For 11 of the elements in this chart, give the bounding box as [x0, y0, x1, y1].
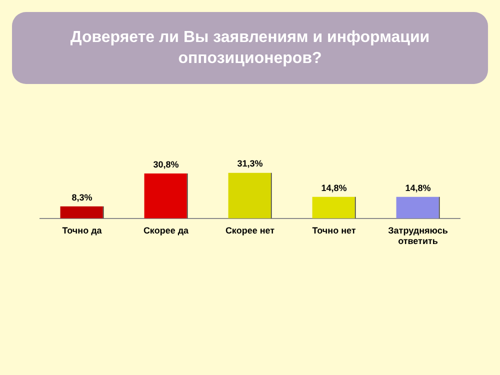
data-label: 30,8%	[153, 159, 179, 170]
x-tick-label: Точно нет	[312, 225, 356, 236]
data-label: 14,8%	[321, 182, 347, 193]
x-tick-label: Скорее нет	[225, 225, 276, 236]
data-label: 14,8%	[405, 182, 431, 193]
x-tick-label: Точно да	[62, 225, 103, 236]
data-label: 8,3%	[72, 192, 92, 202]
x-tick-label: Затрудняюсь ответить	[388, 225, 448, 246]
data-label: 31,3%	[237, 158, 263, 169]
chart-title: Доверяете ли Вы заявлениям и информации оппозиционеров?	[12, 12, 488, 84]
x-tick-label: Скорее да	[143, 225, 190, 236]
